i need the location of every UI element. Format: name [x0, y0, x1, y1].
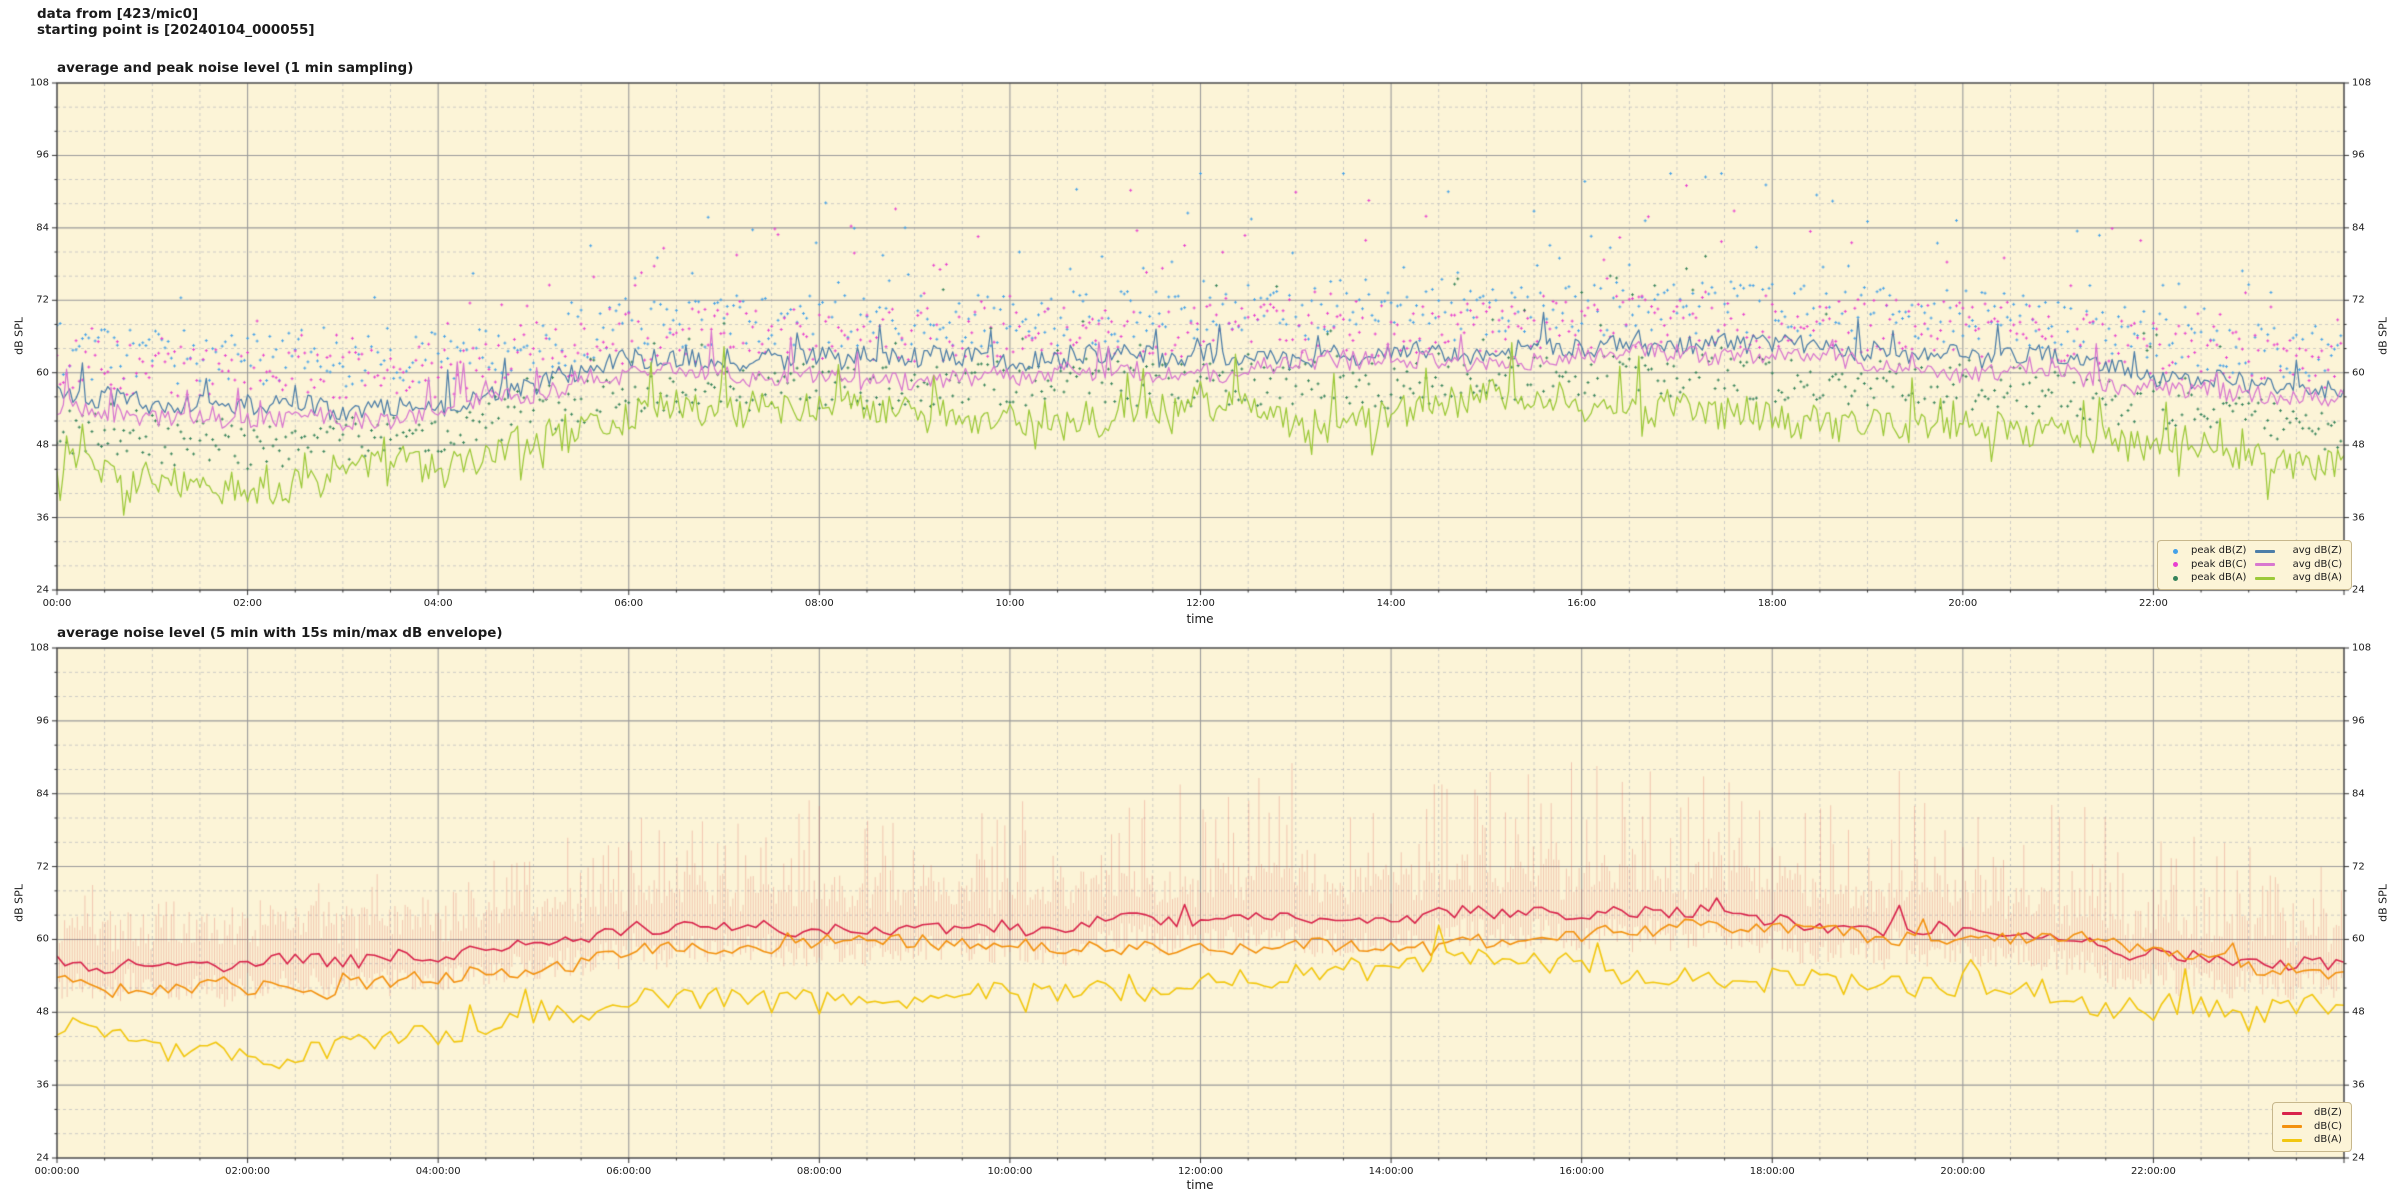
noise-monitor-figure: data from [423/mic0] starting point is [… — [0, 0, 2400, 1200]
noise-charts-canvas — [0, 0, 2400, 1200]
